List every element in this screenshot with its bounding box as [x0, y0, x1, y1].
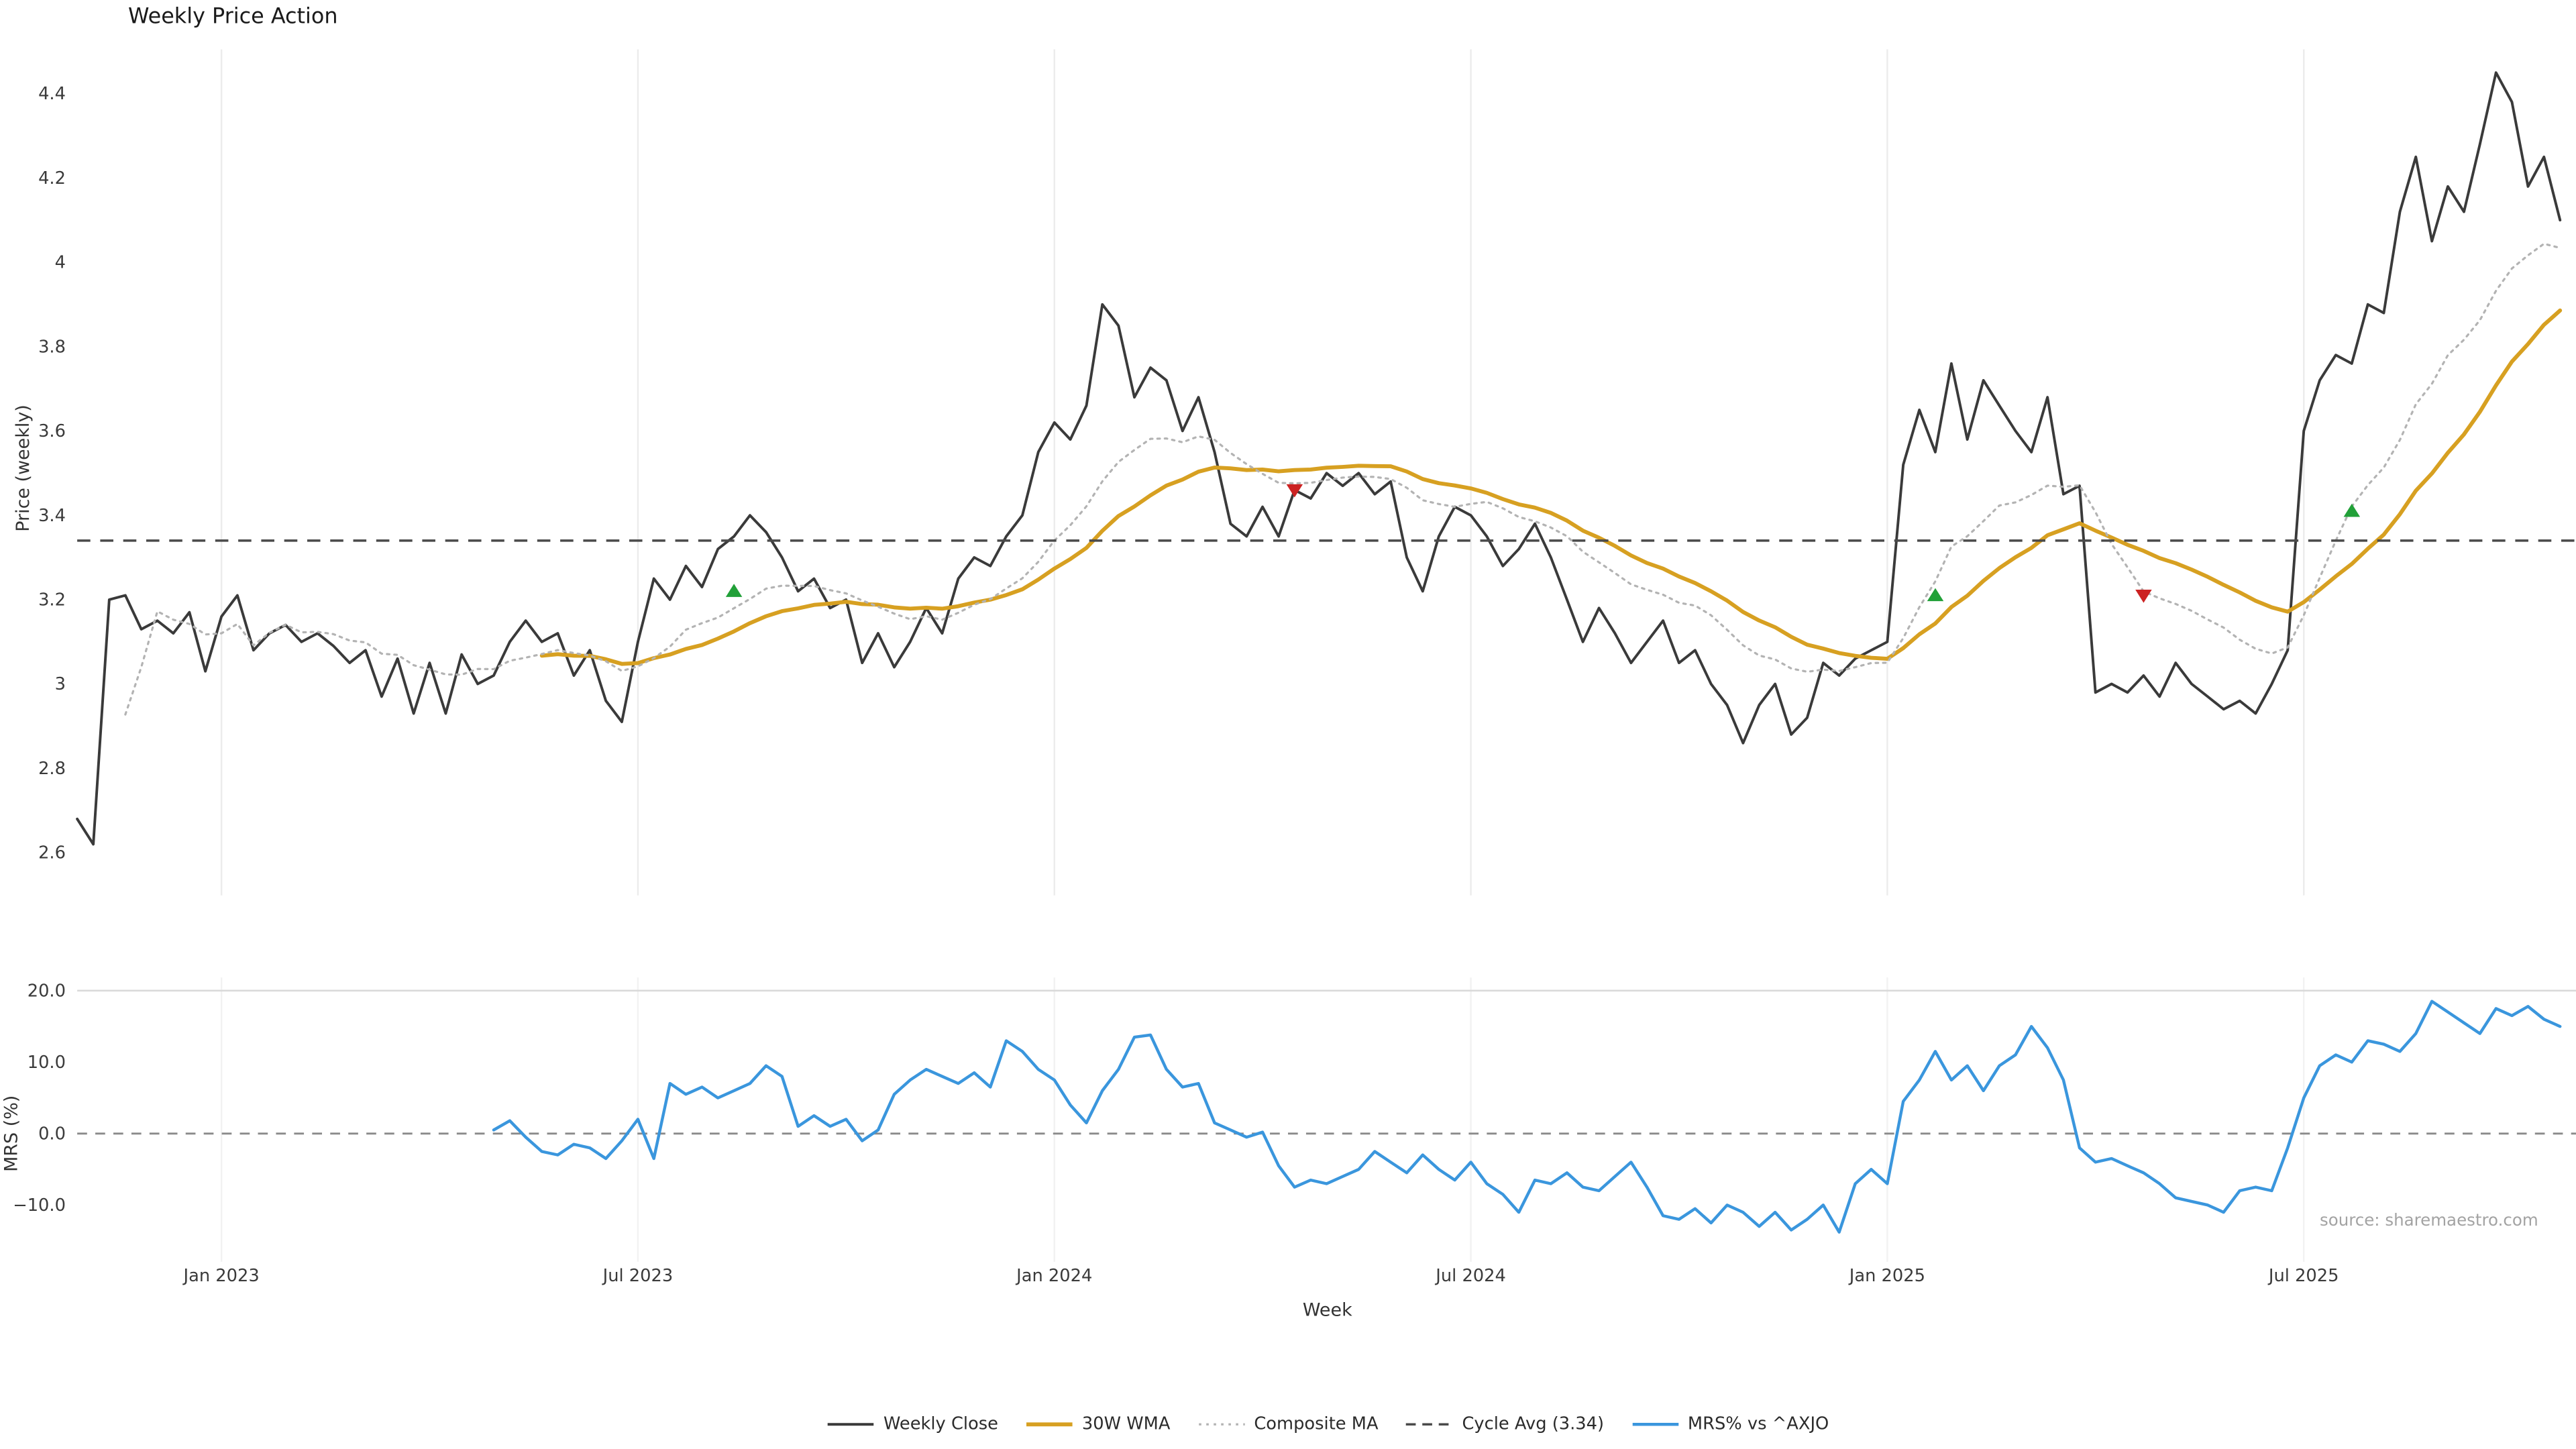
x-axis-label: Week [1302, 1299, 1352, 1321]
legend-line-sample-icon [1198, 1423, 1244, 1426]
legend-line-sample-icon [1406, 1423, 1452, 1426]
x-tick-label: Jan 2023 [182, 1266, 260, 1286]
series-weekly-close [76, 71, 2562, 846]
buy-marker-icon [1927, 588, 1944, 602]
price-tick-label: 3.2 [38, 590, 66, 610]
legend-line-sample-icon [1026, 1422, 1073, 1427]
mrs-tick-label: 20.0 [28, 981, 66, 1001]
legend-item-weekly-close: Weekly Close [826, 1415, 998, 1434]
x-tick-label: Jul 2024 [1434, 1266, 1506, 1286]
price-axis-label: Price (weekly) [12, 405, 34, 532]
series-composite-ma [124, 242, 2561, 716]
x-tick-label: Jan 2024 [1015, 1266, 1092, 1286]
mrs-tick-label: −10.0 [13, 1195, 66, 1216]
price-tick-label: 4.2 [38, 168, 66, 189]
legend-label: Composite MA [1254, 1414, 1379, 1434]
legend-item-cycle-avg-3-34-: Cycle Avg (3.34) [1405, 1415, 1604, 1434]
legend-item-composite-ma: Composite MA [1197, 1415, 1379, 1434]
legend-label: MRS% vs ^AXJO [1687, 1414, 1829, 1434]
mrs-axis-label: MRS (%) [1, 1095, 23, 1172]
x-tick-label: Jul 2023 [602, 1266, 674, 1286]
sell-marker-icon [2135, 590, 2152, 603]
chart-title: Weekly Price Action [128, 5, 338, 30]
legend-item-mrs-vs-axjo: MRS% vs ^AXJO [1630, 1415, 1829, 1434]
price-tick-label: 4 [55, 253, 66, 273]
x-tick-label: Jan 2025 [1848, 1266, 1925, 1286]
price-tick-label: 4.4 [38, 84, 66, 104]
price-tick-label: 3.4 [38, 506, 66, 526]
legend-item-30w-wma: 30W WMA [1024, 1415, 1170, 1434]
legend-line-sample-icon [827, 1423, 874, 1426]
mrs-tick-label: 10.0 [28, 1053, 66, 1073]
source-credit: source: sharemaestro.com [2319, 1212, 2538, 1231]
legend-label: Weekly Close [883, 1414, 999, 1434]
sell-marker-icon [1286, 484, 1303, 498]
legend-label: 30W WMA [1081, 1414, 1171, 1434]
legend-line-sample-icon [1631, 1423, 1678, 1426]
series-30w-wma [539, 308, 2563, 666]
series-mrs-vs-axjo [492, 1000, 2562, 1234]
mrs-tick-label: 0.0 [38, 1124, 66, 1144]
price-tick-label: 3 [55, 674, 66, 694]
buy-marker-icon [2343, 503, 2361, 517]
legend-label: Cycle Avg (3.34) [1462, 1414, 1605, 1434]
buy-marker-icon [725, 584, 743, 597]
price-tick-label: 3.6 [38, 421, 66, 441]
price-tick-label: 2.8 [38, 759, 66, 779]
price-tick-label: 2.6 [38, 843, 66, 863]
price-tick-label: 3.8 [38, 337, 66, 357]
legend: Weekly Close 30W WMA Composite MA Cycle Avg… [826, 1415, 1829, 1434]
x-tick-label: Jul 2025 [2267, 1266, 2339, 1286]
